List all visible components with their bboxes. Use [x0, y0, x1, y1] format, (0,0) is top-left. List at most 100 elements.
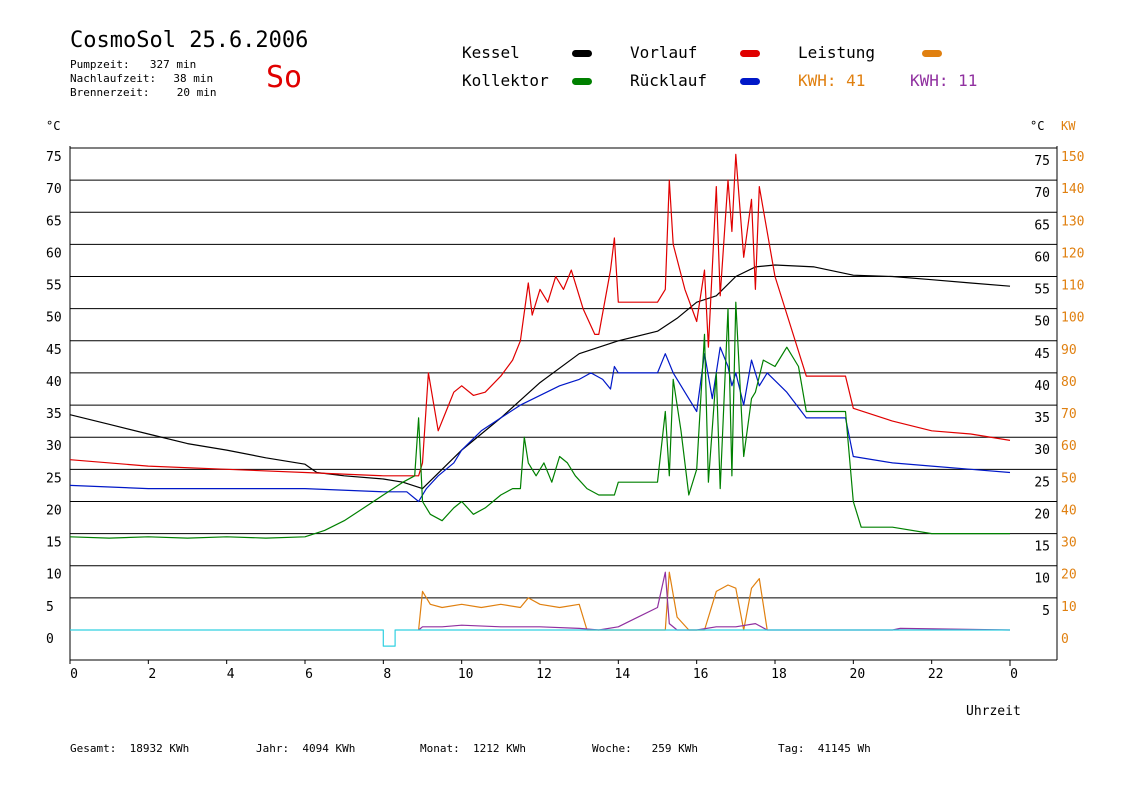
- chart-title: CosmoSol 25.6.2006: [70, 28, 309, 53]
- power-tick-label: 70: [1061, 407, 1077, 422]
- stat-value: 38 min: [173, 72, 214, 85]
- y-tick-label-right: 45: [1034, 347, 1050, 362]
- weekday-label: So: [266, 60, 303, 95]
- power-tick-label: 30: [1061, 536, 1077, 551]
- series-leistung: [418, 571, 768, 631]
- y-tick-label-left: 75: [46, 150, 62, 165]
- stat-label: Pumpzeit:: [70, 58, 130, 71]
- legend-vorlauf-swatch: [740, 50, 760, 57]
- x-tick-label: 16: [693, 667, 709, 682]
- power-tick-label: 80: [1061, 375, 1077, 390]
- y-tick-label-left: 20: [46, 503, 62, 518]
- legend-kollektor-swatch: [572, 78, 592, 85]
- x-tick-label: 12: [536, 667, 552, 682]
- power-tick-label: 110: [1061, 279, 1084, 294]
- chart-labels: 0510152025303540455055606570755101520253…: [46, 119, 1084, 719]
- y-axis-label-right: °C: [1030, 119, 1044, 133]
- chart-series: [69, 153, 1011, 647]
- y-axis-label-left: °C: [46, 119, 60, 133]
- x-tick-label: 2: [148, 667, 156, 682]
- power-tick-label: 0: [1061, 632, 1069, 647]
- y-tick-label-right: 25: [1034, 475, 1050, 490]
- x-tick-label: 10: [458, 667, 474, 682]
- footer-tag: Tag: 41145 Wh: [778, 742, 871, 755]
- stat-label: Brennerzeit:: [70, 86, 150, 99]
- power-axis-label: KW: [1061, 119, 1076, 133]
- footer-woche: Woche: 259 KWh: [592, 742, 698, 755]
- y-tick-label-right: 65: [1034, 218, 1050, 233]
- power-tick-label: 40: [1061, 503, 1077, 518]
- footer-monat: Monat: 1212 KWh: [420, 742, 526, 755]
- x-axis-label: Uhrzeit: [966, 704, 1021, 719]
- legend-kollektor: Kollektor: [462, 71, 549, 90]
- power-tick-label: 120: [1061, 246, 1084, 261]
- x-tick-label: 14: [615, 667, 631, 682]
- legend-kessel-swatch: [572, 50, 592, 57]
- y-tick-label-left: 50: [46, 311, 62, 326]
- stat-value: 327 min: [149, 58, 197, 71]
- footer-label: Jahr:: [256, 742, 290, 755]
- x-tick-label: 4: [227, 667, 235, 682]
- power-tick-label: 60: [1061, 439, 1077, 454]
- y-tick-label-right: 60: [1034, 250, 1050, 265]
- series-cyan: [70, 629, 1010, 647]
- footer-label: Monat:: [420, 742, 460, 755]
- y-tick-label-right: 40: [1034, 379, 1050, 394]
- stat-label: Nachlaufzeit:: [70, 72, 157, 85]
- footer-gesamt: Gesamt: 18932 KWh: [70, 742, 189, 755]
- y-tick-label-left: 55: [46, 279, 62, 294]
- power-tick-label: 100: [1061, 311, 1084, 326]
- stat-nachlaufzeit: Nachlaufzeit: 38 min: [70, 72, 213, 86]
- y-tick-label-right: 30: [1034, 443, 1050, 458]
- y-tick-label-right: 50: [1034, 315, 1050, 330]
- power-tick-label: 90: [1061, 343, 1077, 358]
- y-tick-label-right: 15: [1034, 540, 1050, 555]
- legend-leistung: Leistung: [798, 43, 876, 62]
- y-tick-label-left: 10: [46, 568, 62, 583]
- legend-ruecklauf-swatch: [740, 78, 760, 85]
- stat-pumpzeit: Pumpzeit: 327 min: [70, 58, 196, 72]
- footer-label: Tag:: [778, 742, 805, 755]
- temperature-chart: 0510152025303540455055606570755101520253…: [46, 119, 1084, 719]
- stat-value: 20 min: [176, 86, 217, 99]
- y-tick-label-left: 15: [46, 536, 62, 551]
- legend-kessel: Kessel: [462, 43, 520, 62]
- power-tick-label: 50: [1061, 471, 1077, 486]
- y-tick-label-right: 20: [1034, 507, 1050, 522]
- footer-value: 4094 KWh: [302, 742, 356, 755]
- legend-kwh-1: KWH: 41: [798, 71, 866, 90]
- y-tick-label-left: 35: [46, 407, 62, 422]
- series-kwh2: [418, 571, 1011, 631]
- series-kollektor: [69, 301, 1010, 539]
- y-tick-label-right: 35: [1034, 411, 1050, 426]
- y-tick-label-left: 30: [46, 439, 62, 454]
- x-tick-label: 0: [1010, 667, 1018, 682]
- legend-leistung-swatch: [922, 50, 942, 57]
- y-tick-label-left: 60: [46, 246, 62, 261]
- legend-ruecklauf: Rücklauf: [630, 71, 708, 90]
- series-kessel: [69, 264, 1011, 490]
- x-tick-label: 0: [70, 667, 78, 682]
- x-tick-label: 18: [771, 667, 787, 682]
- x-tick-label: 6: [305, 667, 313, 682]
- stat-brennerzeit: Brennerzeit: 20 min: [70, 86, 216, 100]
- legend-vorlauf: Vorlauf: [630, 43, 698, 62]
- y-tick-label-left: 25: [46, 471, 62, 486]
- y-tick-label-left: 65: [46, 214, 62, 229]
- chart-axes: [69, 146, 1058, 666]
- footer-label: Gesamt:: [70, 742, 117, 755]
- y-tick-label-right: 70: [1034, 186, 1050, 201]
- footer-label: Woche:: [592, 742, 632, 755]
- series-vorlauf: [69, 153, 1011, 477]
- y-tick-label-right: 75: [1034, 154, 1050, 169]
- y-tick-label-right: 55: [1034, 283, 1050, 298]
- power-tick-label: 20: [1061, 568, 1077, 583]
- y-tick-label-right: 5: [1042, 604, 1050, 619]
- x-tick-label: 20: [850, 667, 866, 682]
- y-tick-label-left: 5: [46, 600, 54, 615]
- power-tick-label: 140: [1061, 182, 1084, 197]
- power-tick-label: 150: [1061, 150, 1084, 165]
- series-ruecklauf: [69, 346, 1011, 503]
- y-tick-label-right: 10: [1034, 572, 1050, 587]
- footer-value: 1212 KWh: [473, 742, 526, 755]
